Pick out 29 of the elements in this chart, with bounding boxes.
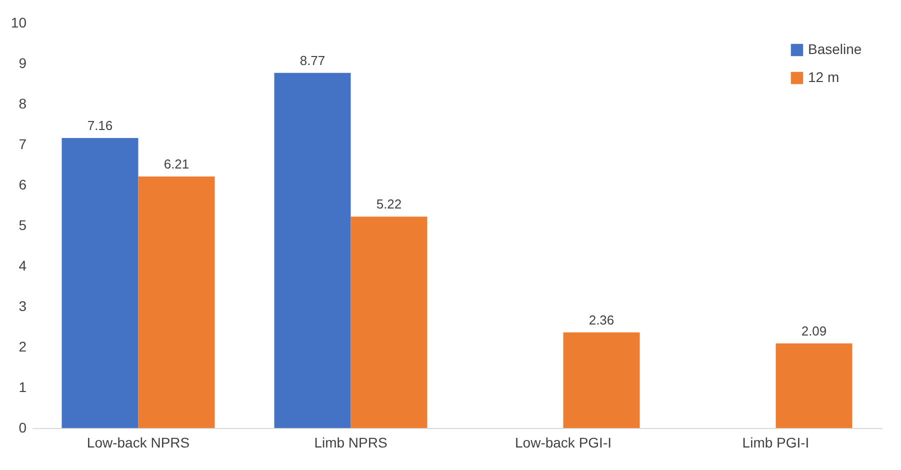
y-tick-label: 9 [18,55,27,71]
x-tick-label: Low-back NPRS [86,434,190,450]
y-tick-label: 4 [18,258,27,274]
x-tick-label: Low-back PGI-I [515,434,612,450]
data-label: 2.09 [801,323,827,338]
x-tick-label: Limb NPRS [314,434,388,450]
bar [62,138,138,428]
y-tick-label: 1 [18,379,27,395]
data-label: 6.21 [164,156,190,172]
data-label: 8.77 [300,52,326,68]
y-tick-label: 8 [18,96,27,112]
y-tick-label: 2 [18,338,27,354]
bar [350,216,428,428]
legend-label: Baseline [808,41,862,57]
y-tick-label: 0 [18,420,27,436]
bar [274,72,351,428]
bar [776,343,852,428]
legend-label: 12 m [808,69,840,85]
data-label: 5.22 [376,196,402,212]
y-tick-label: 7 [18,136,27,152]
y-tick-label: 5 [18,217,27,233]
data-label: 7.16 [87,118,113,134]
bar [563,332,640,428]
data-label: 2.36 [588,312,614,328]
y-tick-label: 3 [18,298,27,314]
bar [138,176,215,428]
x-tick-label: Limb PGI-I [742,434,810,450]
y-tick-label: 6 [18,176,27,192]
y-tick-label: 10 [10,14,27,30]
